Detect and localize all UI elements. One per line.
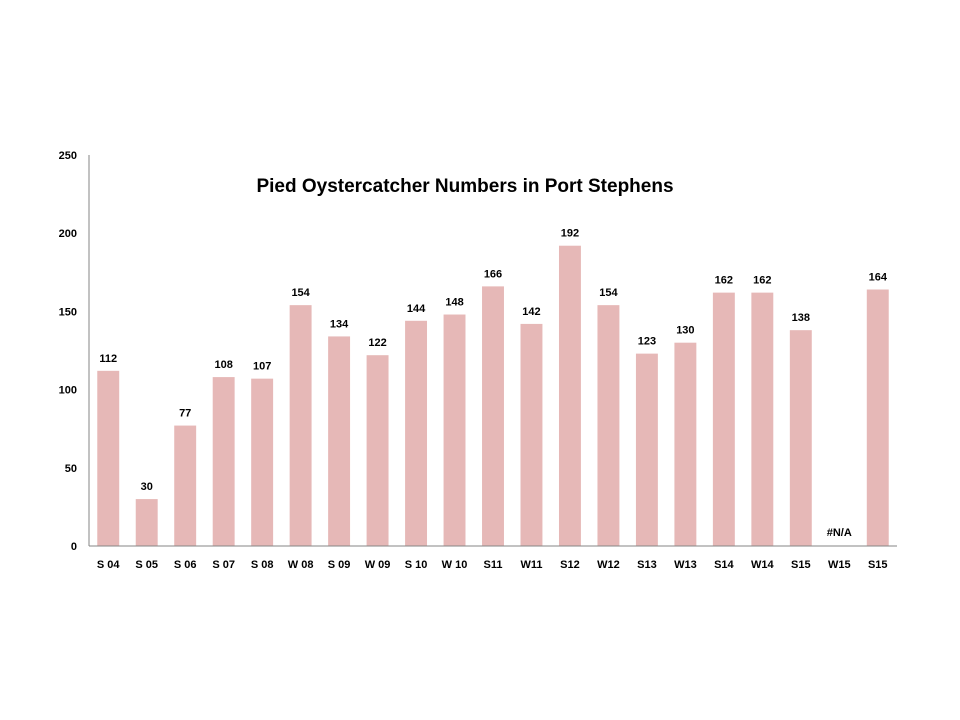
x-tick-label: S 08 [251, 559, 274, 571]
x-tick-label: S12 [560, 559, 580, 571]
y-tick-label: 250 [59, 150, 77, 162]
data-label: 138 [792, 312, 810, 324]
data-label: 30 [141, 481, 153, 493]
x-tick-label: W 10 [442, 559, 468, 571]
data-label: #N/A [827, 527, 852, 539]
bar [366, 355, 389, 546]
x-axis-ticks: S 04 S 05 S 06 S 07 S 08 W 08 S 09 W 09 S 10 W 10… [97, 559, 888, 571]
data-label: 166 [484, 268, 502, 280]
x-tick-label: S13 [637, 559, 657, 571]
x-tick-label: W11 [520, 559, 542, 571]
bar [597, 305, 620, 546]
data-label: 154 [291, 287, 310, 299]
data-label: 107 [253, 361, 271, 373]
bar [482, 286, 504, 546]
y-tick-label: 0 [71, 541, 77, 553]
data-label: 122 [368, 337, 386, 349]
x-tick-label: W 09 [365, 559, 391, 571]
y-tick-label: 50 [65, 463, 77, 475]
x-tick-label: W13 [674, 559, 697, 571]
data-label: 162 [715, 275, 733, 287]
data-label: 108 [214, 359, 232, 371]
data-labels: 112 30 77 108 107 154 134 122 144 148 166 142 192 154… [99, 228, 887, 539]
bar [751, 292, 774, 546]
x-tick-label: W 08 [288, 559, 314, 571]
y-axis-ticks: 0 50 100 150 200 250 [59, 150, 77, 553]
chart-title: Pied Oystercatcher Numbers in Port Steph… [256, 176, 673, 197]
y-tick-label: 100 [59, 385, 77, 397]
data-label: 192 [561, 228, 579, 240]
bar [251, 378, 274, 546]
bar [635, 353, 658, 546]
data-label: 148 [445, 297, 463, 309]
bars [97, 245, 889, 546]
bar [97, 370, 120, 546]
x-tick-label: S 07 [212, 559, 235, 571]
x-tick-label: S 10 [405, 559, 428, 571]
bar [174, 425, 197, 546]
data-label: 142 [522, 306, 540, 318]
x-tick-label: S15 [868, 559, 888, 571]
bar [866, 289, 889, 546]
y-tick-label: 150 [59, 306, 77, 318]
bar [135, 499, 158, 546]
data-label: 154 [599, 287, 618, 299]
bar [443, 314, 466, 546]
data-label: 162 [753, 275, 771, 287]
bar [405, 320, 428, 546]
bar [674, 342, 697, 546]
x-tick-label: S 04 [97, 559, 121, 571]
data-label: 123 [638, 336, 656, 348]
x-tick-label: S 06 [174, 559, 197, 571]
bar [712, 292, 735, 546]
data-label: 134 [330, 318, 349, 330]
x-tick-label: W15 [828, 559, 851, 571]
x-tick-label: W14 [751, 559, 775, 571]
data-label: 130 [676, 325, 694, 337]
bar [520, 323, 543, 546]
x-tick-label: S15 [791, 559, 811, 571]
bar [212, 377, 235, 546]
data-label: 112 [99, 353, 117, 365]
data-label: 164 [869, 272, 888, 284]
data-label: 77 [179, 408, 191, 420]
bar [328, 336, 351, 546]
x-tick-label: S14 [714, 559, 734, 571]
y-tick-label: 200 [59, 228, 77, 240]
bar [789, 330, 812, 546]
bar [558, 245, 581, 546]
x-tick-label: S11 [484, 559, 503, 571]
data-label: 144 [407, 303, 426, 315]
x-tick-label: S 05 [135, 559, 158, 571]
x-tick-label: S 09 [328, 559, 351, 571]
bar [289, 305, 312, 546]
x-tick-label: W12 [597, 559, 620, 571]
